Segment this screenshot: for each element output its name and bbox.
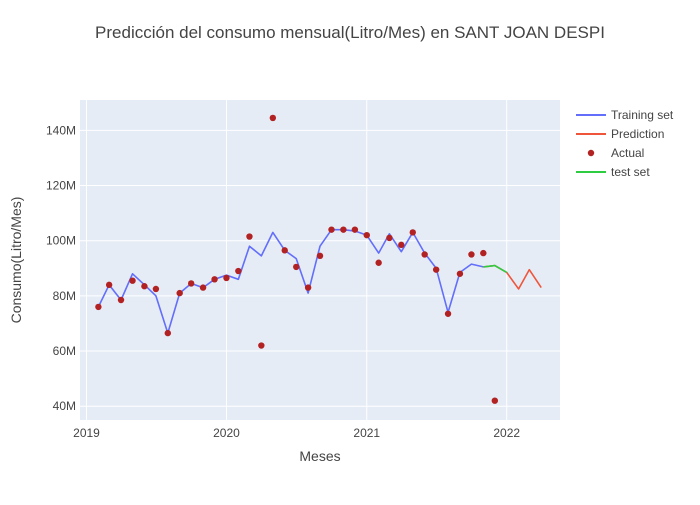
- data-point-actual: [117, 296, 125, 304]
- data-point-actual: [491, 397, 499, 404]
- x-tick-label: 2021: [353, 426, 380, 440]
- data-point-actual: [386, 234, 393, 242]
- data-point-actual: [141, 283, 148, 290]
- data-point-actual: [351, 226, 359, 233]
- x-axis-label: Meses: [299, 448, 340, 464]
- data-point-actual: [223, 274, 230, 282]
- plot-area: [80, 100, 560, 420]
- data-point-actual: [199, 284, 207, 291]
- legend-item-training-set[interactable]: Training set: [576, 108, 674, 122]
- series-line-training-set: [97, 228, 484, 334]
- legend-label: Actual: [611, 146, 644, 160]
- grid-lines: [80, 100, 560, 420]
- data-point-actual: [409, 229, 416, 236]
- series-line-test-set: [483, 264, 508, 274]
- data-point-actual: [176, 289, 183, 297]
- legend-item-actual[interactable]: Actual: [587, 146, 645, 160]
- legend-item-test-set[interactable]: test set: [576, 165, 650, 179]
- legend-label: Prediction: [611, 127, 664, 141]
- y-axis-label: Consumo(Litro/Mes): [8, 197, 24, 324]
- y-tick-label: 100M: [46, 234, 76, 248]
- data-point-actual: [456, 270, 464, 277]
- data-point-actual: [328, 226, 335, 233]
- legend[interactable]: Training set Prediction Actual test set: [576, 108, 674, 179]
- data-point-actual: [258, 342, 265, 349]
- data-point-actual: [340, 226, 347, 233]
- legend-swatch: [587, 149, 595, 157]
- series-layer: [95, 114, 542, 404]
- y-tick-label: 120M: [46, 179, 76, 193]
- data-point-actual: [187, 280, 195, 287]
- data-point-actual: [375, 259, 382, 266]
- data-point-actual: [269, 114, 277, 122]
- data-point-actual: [164, 329, 171, 337]
- data-point-actual: [246, 233, 253, 240]
- chart-title: Predicción del consumo mensual(Litro/Mes…: [95, 23, 605, 42]
- data-point-actual: [152, 285, 160, 293]
- legend-label: test set: [611, 165, 650, 179]
- axis-layer: 40M 60M 80M 100M 120M 140M 2019 2020 2021 2022: [46, 123, 520, 440]
- data-point-actual: [421, 251, 428, 258]
- data-point-actual: [304, 284, 312, 291]
- data-point-actual: [281, 247, 288, 254]
- data-point-actual: [444, 310, 452, 317]
- x-tick-label: 2019: [73, 426, 100, 440]
- y-tick-label: 60M: [53, 344, 76, 358]
- legend-label: Training set: [611, 108, 674, 122]
- data-point-actual: [211, 276, 218, 283]
- data-point-actual: [432, 266, 440, 273]
- data-point-actual: [95, 303, 102, 311]
- legend-item-prediction[interactable]: Prediction: [576, 127, 664, 141]
- y-tick-label: 80M: [53, 289, 76, 303]
- data-point-actual: [363, 231, 370, 239]
- data-point-actual: [235, 267, 242, 275]
- data-point-actual: [129, 277, 136, 284]
- y-tick-label: 40M: [53, 399, 76, 413]
- x-tick-label: 2022: [493, 426, 520, 440]
- x-tick-label: 2020: [213, 426, 240, 440]
- data-point-actual: [105, 281, 113, 289]
- data-point-actual: [468, 251, 475, 258]
- data-point-actual: [316, 252, 324, 260]
- data-point-actual: [398, 241, 405, 249]
- y-tick-label: 140M: [46, 123, 76, 137]
- data-point-actual: [480, 249, 487, 257]
- data-point-actual: [293, 263, 300, 271]
